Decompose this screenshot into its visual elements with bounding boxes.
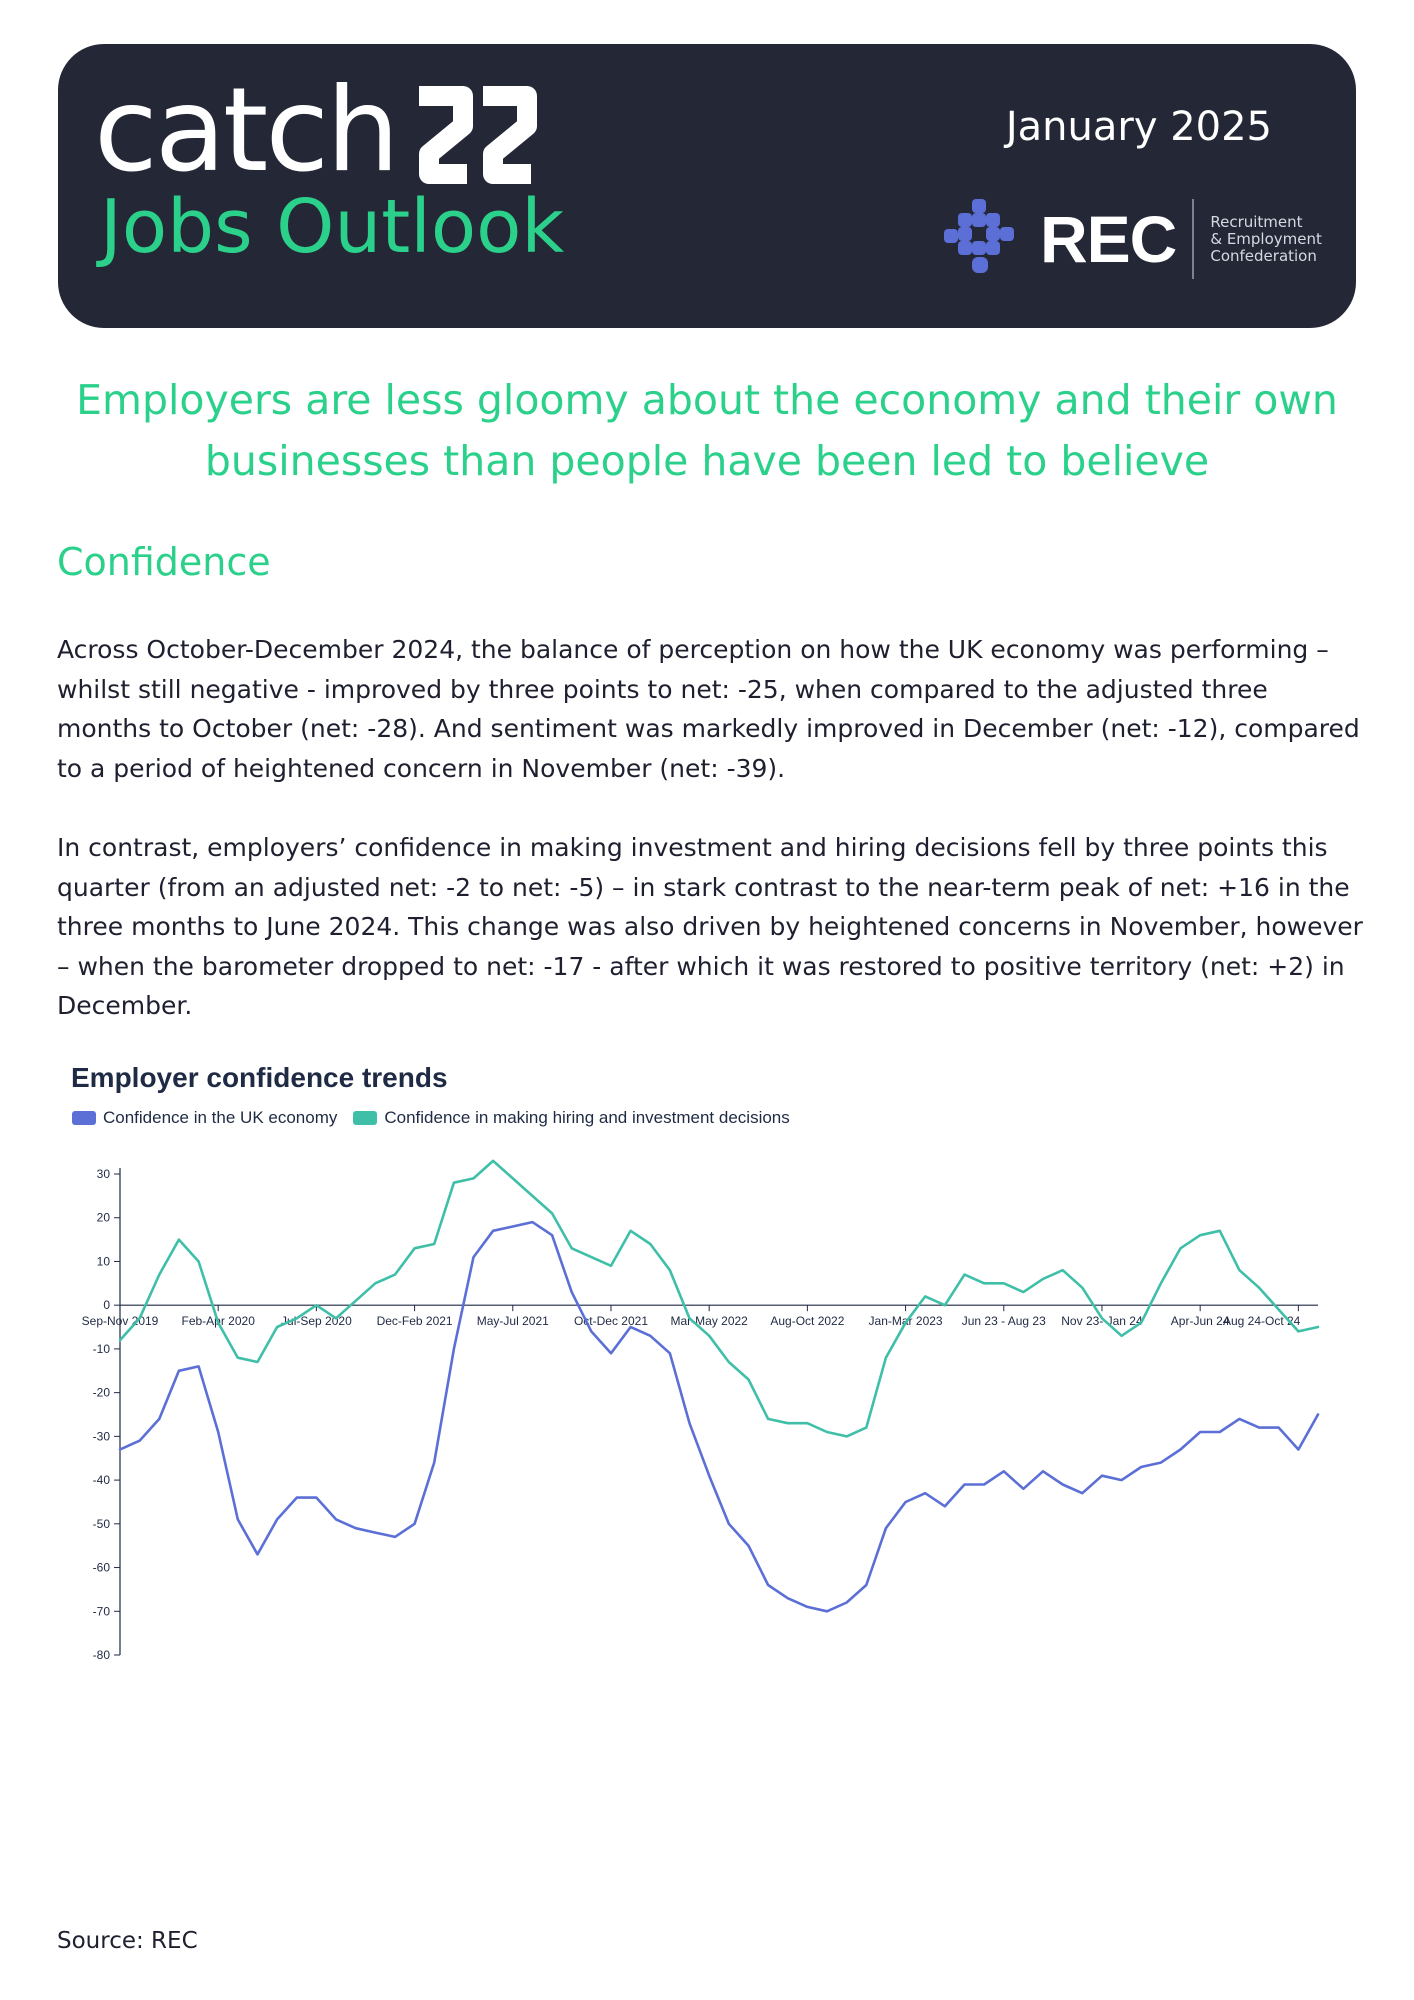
body-paragraph: Across October-December 2024, the balanc… [57,635,1360,783]
product-title: Jobs Outlook [100,184,565,270]
legend-item-hiring: Confidence in making hiring and investme… [353,1108,790,1128]
issue-date: January 2025 [1005,104,1272,150]
brand-wordmark: catch [94,63,400,198]
rec-abbreviation: REC [1040,202,1177,276]
legend-label-economy: Confidence in the UK economy [103,1108,338,1127]
y-tick-label: 0 [103,1298,110,1312]
section-title: Confidence [57,540,271,584]
x-tick-label: Aug-Oct 2022 [770,1314,844,1328]
legend-swatch-hiring [353,1111,378,1125]
x-tick-label: Mar-May 2022 [670,1314,748,1328]
y-tick-label: -40 [93,1473,111,1487]
x-tick-label: Aug 24-Oct 24 [1223,1314,1301,1328]
catch-22-mark-icon [418,86,537,184]
x-tick-label: Jun 23 - Aug 23 [962,1314,1046,1328]
chart-title: Employer confidence trends [71,1062,448,1093]
y-tick-label: -50 [93,1517,111,1531]
legend-item-economy: Confidence in the UK economy [72,1108,337,1128]
y-tick-label: -10 [93,1342,111,1356]
series-line-economy [118,1220,1320,1613]
y-tick-label: -60 [93,1561,111,1575]
y-tick-label: 30 [97,1167,111,1181]
rec-name-line: & Employment [1210,229,1322,248]
catch-22-logo: catch [94,66,541,196]
rec-name-line: Confederation [1210,246,1317,265]
y-tick-label: -80 [93,1648,111,1662]
rec-divider [1192,199,1195,279]
source-note: Source: REC [57,1928,198,1954]
x-tick-label: Oct-Dec 2021 [574,1314,648,1328]
chart-legend: Confidence in the UK economy Confidence … [72,1108,806,1128]
x-tick-label: Dec-Feb 2021 [377,1314,453,1328]
rec-logo: REC Recruitment & Employment Confederati… [942,194,1340,284]
body-paragraph: In contrast, employers’ confidence in ma… [57,833,1363,1020]
rec-cross-logo-icon [944,199,1014,273]
series-line-hiring [118,1159,1320,1438]
legend-label-hiring: Confidence in making hiring and investme… [384,1108,790,1127]
y-tick-label: 10 [97,1254,111,1268]
x-tick-label: May-Jul 2021 [477,1314,549,1328]
x-tick-label: Apr-Jun 24 [1171,1314,1230,1328]
rec-name-line: Recruitment [1210,212,1303,231]
legend-swatch-economy [72,1111,96,1125]
headline: Employers are less gloomy about the econ… [76,376,1338,485]
y-tick-label: -70 [93,1604,111,1618]
y-tick-label: -30 [93,1429,111,1443]
rec-full-name: Recruitment & Employment Confederation [1210,212,1340,265]
y-tick-label: 20 [97,1211,111,1225]
header-banner: catch Jobs Outlook January 2025 [58,44,1356,328]
x-tick-label: Sep-Nov 2019 [82,1314,159,1328]
y-tick-label: -20 [93,1386,111,1400]
x-tick-label: Nov 23- Jan 24 [1061,1314,1143,1328]
